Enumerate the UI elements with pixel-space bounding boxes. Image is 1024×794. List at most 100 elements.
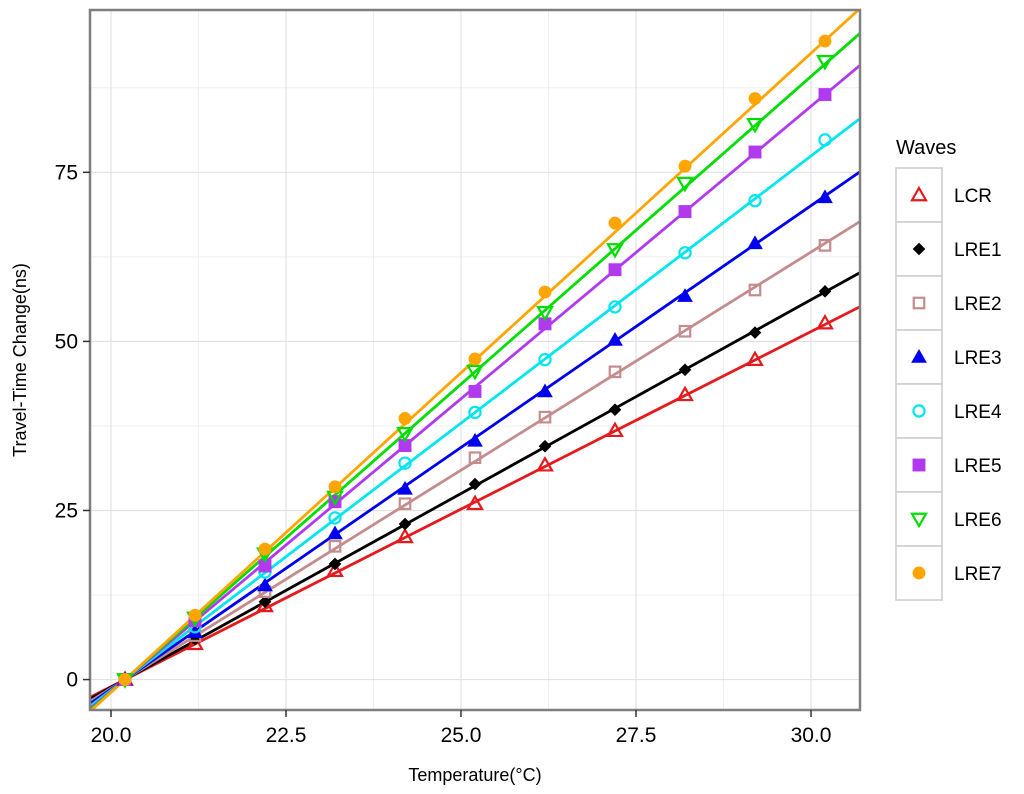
data-point-lre7 xyxy=(258,542,272,556)
data-point-lcr xyxy=(186,634,204,651)
data-point-lre2 xyxy=(398,497,412,511)
data-point-lre4 xyxy=(538,352,552,367)
legend-label: LRE4 xyxy=(954,402,1002,423)
data-point-lre3 xyxy=(397,480,413,495)
series-line-lre6 xyxy=(90,32,860,710)
x-tick-label: 27.5 xyxy=(616,724,657,747)
data-point-lre7 xyxy=(538,285,552,299)
data-point-lre4 xyxy=(608,300,622,314)
data-point-lre7 xyxy=(678,159,692,173)
data-point-lre6 xyxy=(746,117,764,134)
x-tick-label: 22.5 xyxy=(266,724,307,747)
legend-item-lre3: LRE3 xyxy=(895,329,1002,385)
data-point-lre3 xyxy=(537,383,553,398)
data-point-lre3 xyxy=(607,332,623,346)
data-point-lre4 xyxy=(678,246,692,260)
legend-marker-lre4 xyxy=(912,404,926,418)
data-point-lre5 xyxy=(608,263,622,277)
data-point-lre4 xyxy=(818,133,832,147)
data-point-lre1 xyxy=(538,439,552,453)
data-point-lre2 xyxy=(328,539,342,553)
legend-label: LRE7 xyxy=(954,564,1002,585)
data-point-lre7 xyxy=(398,412,412,425)
data-point-lre5 xyxy=(678,205,692,218)
data-point-lcr xyxy=(466,494,484,511)
data-point-lre5 xyxy=(328,495,342,509)
data-point-lcr xyxy=(676,385,694,402)
data-point-lre3 xyxy=(327,525,343,540)
legend-marker-lre3 xyxy=(911,348,927,363)
legend-label: LRE5 xyxy=(954,456,1002,477)
data-point-lre7 xyxy=(328,480,342,494)
data-point-lre2 xyxy=(468,451,482,465)
data-point-lcr xyxy=(606,421,624,438)
legend-item-lre6: LRE6 xyxy=(895,491,1002,547)
legend-marker-lre5 xyxy=(912,458,926,472)
data-point-lre1 xyxy=(328,557,342,571)
data-point-lre6 xyxy=(676,176,694,193)
legend: Waves LCR LRE1 LRE2 LRE3 LRE4 LRE5 LRE6 LRE7 xyxy=(895,137,1002,601)
data-point-lre6 xyxy=(816,55,834,71)
x-tick-label: 30.0 xyxy=(791,724,832,747)
data-point-lcr xyxy=(396,527,414,544)
data-point-lre7 xyxy=(468,352,482,366)
data-point-lre2 xyxy=(678,324,692,338)
legend-key xyxy=(895,167,943,223)
data-point-lre1 xyxy=(258,595,272,609)
legend-label: LCR xyxy=(954,186,992,207)
y-tick-label: 75 xyxy=(55,161,78,184)
data-point-lre4 xyxy=(328,511,342,525)
series-line-lre2 xyxy=(90,220,860,703)
legend-label: LRE2 xyxy=(954,294,1002,315)
legend-item-lre1: LRE1 xyxy=(895,221,1002,277)
data-point-lre3 xyxy=(677,288,693,302)
data-point-lre4 xyxy=(748,194,762,208)
legend-marker-lre1 xyxy=(912,242,926,256)
y-axis-title: Travel-Time Change(ns) xyxy=(10,263,30,457)
legend-marker-lre6 xyxy=(910,512,928,529)
data-point-lcr xyxy=(816,313,834,330)
x-tick-label: 20.0 xyxy=(91,724,132,747)
legend-marker-lre2 xyxy=(912,296,926,310)
data-point-lre2 xyxy=(818,239,832,252)
data-point-lre1 xyxy=(748,326,762,339)
data-point-lre3 xyxy=(467,432,483,447)
data-point-lre1 xyxy=(818,285,832,298)
y-tick-label: 50 xyxy=(55,330,78,353)
data-point-lcr xyxy=(746,350,764,367)
data-point-lre1 xyxy=(398,517,412,531)
axes: 20.0 22.5 25.0 27.5 30.0 0 25 50 75 xyxy=(55,161,832,747)
data-point-lre4 xyxy=(398,456,412,470)
legend-item-lre2: LRE2 xyxy=(895,275,1002,331)
data-point-lcr xyxy=(536,455,554,472)
data-point-lre7 xyxy=(748,92,762,106)
data-point-lcr xyxy=(326,561,344,578)
data-point-lre3 xyxy=(257,577,273,592)
plot-panel xyxy=(88,8,862,712)
data-point-lre7 xyxy=(118,673,132,687)
series-points-lre7 xyxy=(118,34,832,687)
legend-item-lre4: LRE4 xyxy=(895,383,1002,439)
legend-key xyxy=(895,383,943,439)
data-point-lre6 xyxy=(466,364,484,381)
data-layer xyxy=(90,10,860,710)
data-point-lcr xyxy=(256,596,274,613)
data-point-lre1 xyxy=(468,477,482,491)
panel-border xyxy=(88,8,862,712)
legend-label: LRE3 xyxy=(954,348,1002,369)
y-tick-label: 0 xyxy=(66,669,78,692)
data-point-lre6 xyxy=(536,305,554,322)
data-point-lre2 xyxy=(608,365,622,379)
legend-label: LRE1 xyxy=(954,240,1002,261)
legend-item-lcr: LCR xyxy=(895,167,992,223)
legend-item-lre5: LRE5 xyxy=(895,437,1002,493)
data-point-lre1 xyxy=(678,363,692,377)
x-tick-label: 25.0 xyxy=(441,724,482,747)
series-line-lcr xyxy=(90,305,860,699)
data-point-lre6 xyxy=(606,243,624,259)
legend-key xyxy=(895,491,943,547)
data-point-lre7 xyxy=(818,34,832,48)
data-point-lre2 xyxy=(748,283,762,297)
y-tick-label: 25 xyxy=(55,499,78,522)
legend-item-lre7: LRE7 xyxy=(895,545,1002,601)
